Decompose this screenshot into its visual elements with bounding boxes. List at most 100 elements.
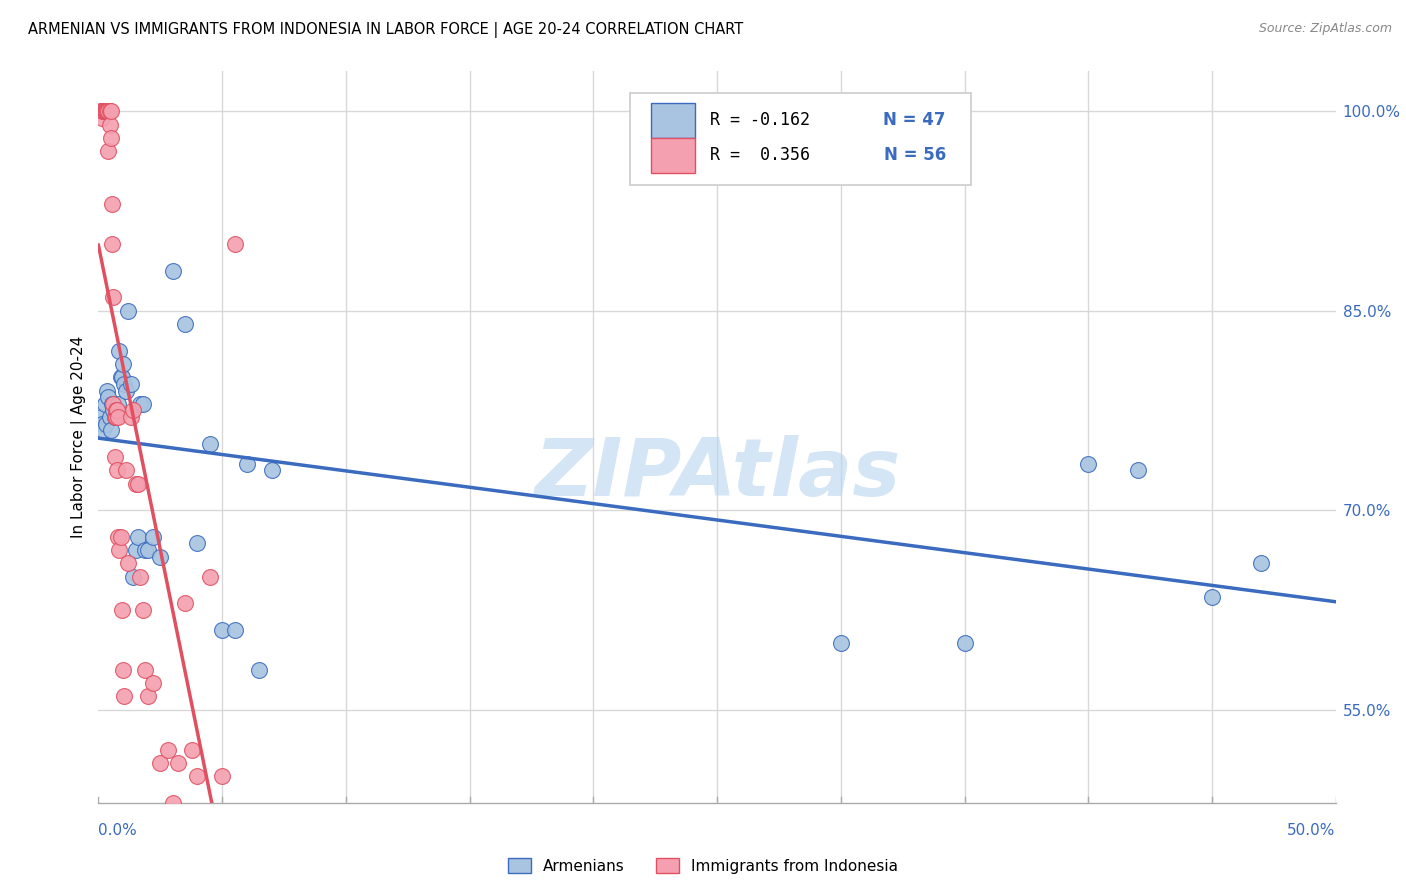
Point <box>114 384 136 398</box>
Point <box>103 290 125 304</box>
Point <box>127 476 149 491</box>
Point <box>1250 557 1272 571</box>
Point <box>830 636 852 650</box>
Point <box>94 104 117 119</box>
Point <box>136 690 159 704</box>
Point <box>93 104 115 119</box>
Text: ZIPAtlas: ZIPAtlas <box>534 434 900 513</box>
Point <box>129 397 152 411</box>
Text: R = -0.162: R = -0.162 <box>710 112 810 129</box>
Point <box>111 603 134 617</box>
Point <box>120 376 142 391</box>
Point <box>166 756 188 770</box>
Point <box>186 536 208 550</box>
Point <box>100 131 122 145</box>
Point <box>108 543 131 558</box>
Point <box>105 403 128 417</box>
Point <box>93 104 115 119</box>
Point <box>111 370 134 384</box>
Point <box>112 376 135 391</box>
Point <box>186 769 208 783</box>
Point <box>120 410 142 425</box>
FancyBboxPatch shape <box>651 103 695 138</box>
Point <box>93 104 115 119</box>
Point <box>90 104 112 119</box>
Text: ARMENIAN VS IMMIGRANTS FROM INDONESIA IN LABOR FORCE | AGE 20-24 CORRELATION CHA: ARMENIAN VS IMMIGRANTS FROM INDONESIA IN… <box>28 22 744 38</box>
Point <box>1126 463 1149 477</box>
Point <box>124 543 146 558</box>
Point <box>124 476 146 491</box>
Point <box>97 104 120 119</box>
Point <box>122 570 145 584</box>
Point <box>93 424 115 438</box>
Point <box>103 403 125 417</box>
Point <box>104 410 127 425</box>
Point <box>112 690 135 704</box>
Point <box>149 756 172 770</box>
Point <box>117 557 139 571</box>
Point <box>93 104 115 119</box>
Point <box>211 769 233 783</box>
Point <box>181 742 204 756</box>
Point <box>97 390 120 404</box>
Text: Source: ZipAtlas.com: Source: ZipAtlas.com <box>1258 22 1392 36</box>
Point <box>91 104 114 119</box>
Point <box>112 663 135 677</box>
Point <box>224 623 246 637</box>
Point <box>142 530 165 544</box>
Point <box>108 343 131 358</box>
Point <box>103 410 125 425</box>
Point <box>127 530 149 544</box>
Point <box>96 104 118 119</box>
Point <box>101 237 124 252</box>
Point <box>110 370 132 384</box>
Point <box>156 742 179 756</box>
Point <box>96 384 118 398</box>
Text: N = 56: N = 56 <box>884 146 946 164</box>
Point <box>134 663 156 677</box>
Point <box>142 676 165 690</box>
Point <box>1201 590 1223 604</box>
Point <box>98 410 121 425</box>
Point <box>97 144 120 158</box>
Point <box>91 417 114 431</box>
Point <box>103 397 125 411</box>
Point <box>104 403 127 417</box>
Point <box>198 436 221 450</box>
Point <box>114 463 136 477</box>
Point <box>98 118 121 132</box>
Point <box>260 463 283 477</box>
Point <box>132 397 155 411</box>
Point <box>94 104 117 119</box>
Point <box>101 197 124 211</box>
Point <box>103 450 125 464</box>
Point <box>247 663 270 677</box>
Point <box>236 457 259 471</box>
Point <box>174 596 197 610</box>
Point <box>100 104 122 119</box>
Legend: Armenians, Immigrants from Indonesia: Armenians, Immigrants from Indonesia <box>502 852 904 880</box>
FancyBboxPatch shape <box>630 94 970 185</box>
Point <box>149 549 172 564</box>
Point <box>134 543 156 558</box>
Y-axis label: In Labor Force | Age 20-24: In Labor Force | Age 20-24 <box>72 336 87 538</box>
Point <box>107 410 129 425</box>
Text: 0.0%: 0.0% <box>98 822 138 838</box>
Point <box>103 410 125 425</box>
Text: 50.0%: 50.0% <box>1288 822 1336 838</box>
Point <box>198 570 221 584</box>
Point <box>107 397 129 411</box>
Point <box>953 636 976 650</box>
Point <box>1077 457 1099 471</box>
Point <box>100 424 122 438</box>
Point <box>117 303 139 318</box>
Point <box>162 264 184 278</box>
Point <box>98 104 121 119</box>
Point <box>93 397 115 411</box>
Point <box>91 111 114 125</box>
Point <box>122 403 145 417</box>
Point <box>94 417 117 431</box>
Point <box>90 410 112 425</box>
FancyBboxPatch shape <box>651 138 695 173</box>
Point <box>96 104 118 119</box>
